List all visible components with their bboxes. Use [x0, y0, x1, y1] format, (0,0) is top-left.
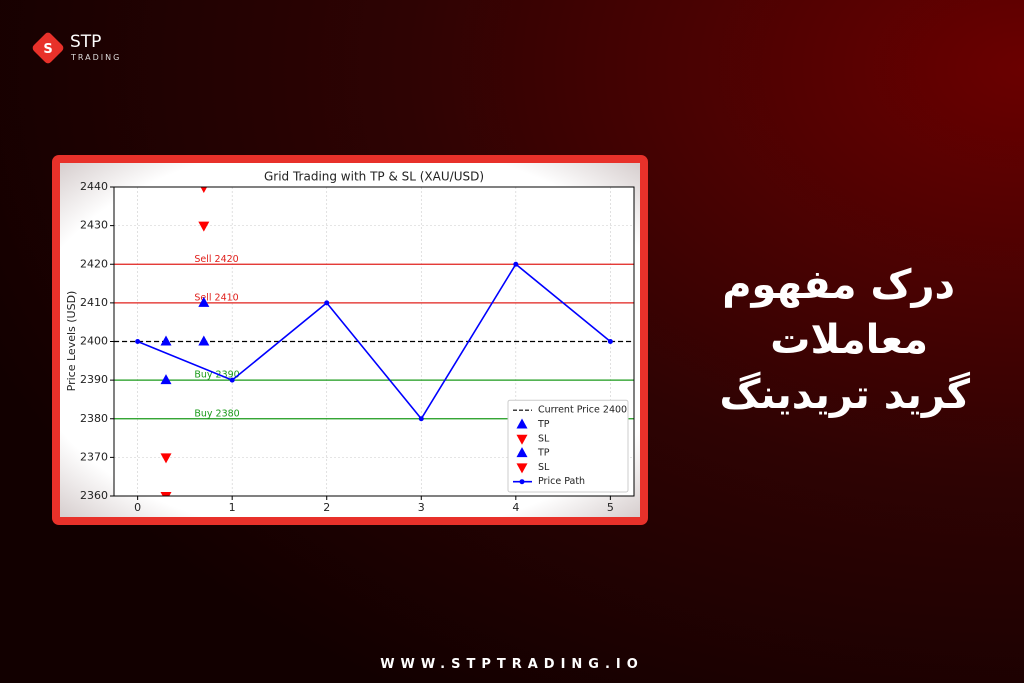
- x-tick-label: 2: [323, 501, 330, 514]
- legend-label: Price Path: [538, 476, 585, 487]
- logo-icon: [32, 32, 64, 64]
- y-tick-label: 2370: [80, 450, 108, 463]
- legend-label: Current Price 2400: [538, 405, 627, 416]
- legend-marker: [516, 418, 528, 429]
- price-path: [137, 263, 611, 421]
- x-tick-label: 1: [229, 501, 236, 514]
- chart-title: Grid Trading with TP & SL (XAU/USD): [264, 170, 484, 184]
- price-point: [135, 339, 141, 344]
- legend-marker: [516, 463, 528, 474]
- chart: Grid Trading with TP & SL (XAU/USD) Pric…: [65, 170, 635, 514]
- price-point: [607, 339, 613, 344]
- logo-icon-text: S: [43, 42, 52, 57]
- tp-marker: [160, 374, 172, 385]
- sl-marker: [160, 453, 172, 464]
- y-tick-label: 2400: [80, 335, 108, 348]
- sl-marker: [160, 492, 172, 496]
- y-tick-label: 2430: [80, 219, 108, 232]
- grid-level-label: Sell 2420: [194, 254, 238, 265]
- legend-box: [507, 399, 629, 493]
- plot-frame: [113, 186, 635, 497]
- legend-label: SL: [538, 462, 550, 473]
- tp-marker: [198, 335, 210, 346]
- y-tick-label: 2440: [80, 180, 108, 193]
- website-url: WWW.STPTRADING.IO: [380, 657, 644, 672]
- grid-level-label: Sell 2410: [194, 292, 238, 303]
- y-tick-label: 2390: [80, 373, 108, 386]
- logo-sub: TRADING: [70, 53, 121, 62]
- headline-line: گرید تریدینگ: [719, 371, 970, 418]
- headline-line: معاملات: [770, 317, 928, 363]
- headline-line: درک مفهوم: [722, 262, 955, 308]
- legend-marker: [516, 447, 528, 458]
- logo-name: STP: [70, 32, 101, 52]
- price-point: [513, 261, 519, 267]
- tp-marker: [160, 335, 172, 346]
- y-axis-label: Price Levels (USD): [65, 291, 78, 392]
- x-tick-label: 3: [418, 501, 425, 514]
- tp-marker: [198, 296, 210, 307]
- x-tick-label: 0: [134, 501, 141, 514]
- x-tick-label: 5: [607, 501, 614, 514]
- y-tick-label: 2410: [80, 296, 108, 309]
- grid-level-label: Buy 2390: [194, 370, 239, 381]
- legend-label: TP: [537, 419, 550, 430]
- logo: S STP TRADING: [32, 32, 121, 64]
- legend-marker: [519, 479, 525, 485]
- legend-label: SL: [538, 433, 550, 444]
- grid-level-label: Buy 2380: [194, 408, 239, 419]
- y-tick-label: 2380: [80, 412, 108, 425]
- price-point: [418, 416, 424, 422]
- sl-marker: [198, 221, 210, 232]
- legend-marker: [516, 434, 528, 445]
- legend-label: TP: [537, 448, 550, 459]
- price-point: [324, 300, 330, 306]
- sl-marker: [200, 187, 208, 193]
- y-tick-label: 2360: [80, 489, 108, 502]
- x-tick-label: 4: [512, 501, 519, 514]
- price-point: [229, 377, 235, 383]
- y-tick-label: 2420: [80, 257, 108, 270]
